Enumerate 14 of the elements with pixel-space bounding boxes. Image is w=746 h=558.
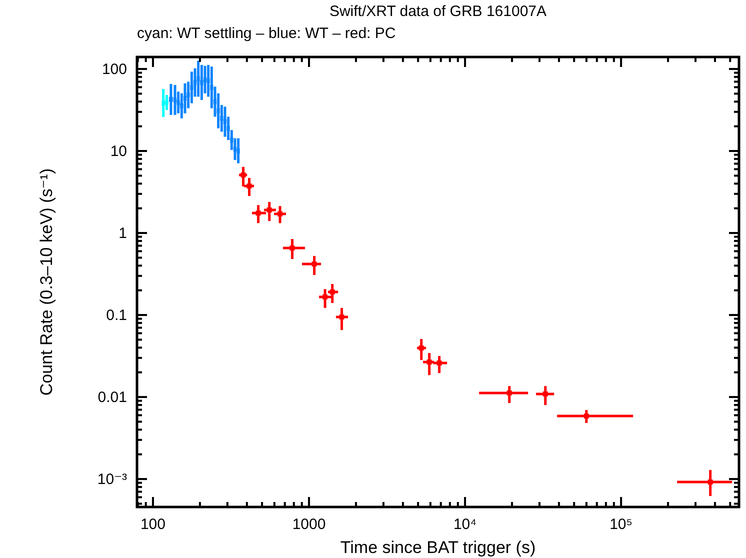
x-tick-label: 100	[140, 516, 166, 533]
y-tick-label: 100	[102, 60, 127, 78]
y-tick-label: 0.1	[106, 307, 127, 324]
x-tick-label: 10⁵	[610, 516, 633, 533]
chart-title: Swift/XRT data of GRB 161007A	[329, 3, 547, 20]
y-tick-label: 1	[118, 225, 127, 242]
x-tick-label: 1000	[292, 516, 326, 533]
y-tick-label: 10⁻³	[97, 471, 127, 488]
y-tick-label: 0.01	[98, 389, 127, 406]
x-axis-title: Time since BAT trigger (s)	[340, 538, 536, 557]
y-axis-title: Count Rate (0.3–10 keV) (s⁻¹)	[37, 168, 56, 396]
y-tick-label: 10	[110, 142, 127, 160]
x-tick-label: 10⁴	[453, 516, 477, 533]
chart-subtitle: cyan: WT settling – blue: WT – red: PC	[137, 25, 396, 42]
